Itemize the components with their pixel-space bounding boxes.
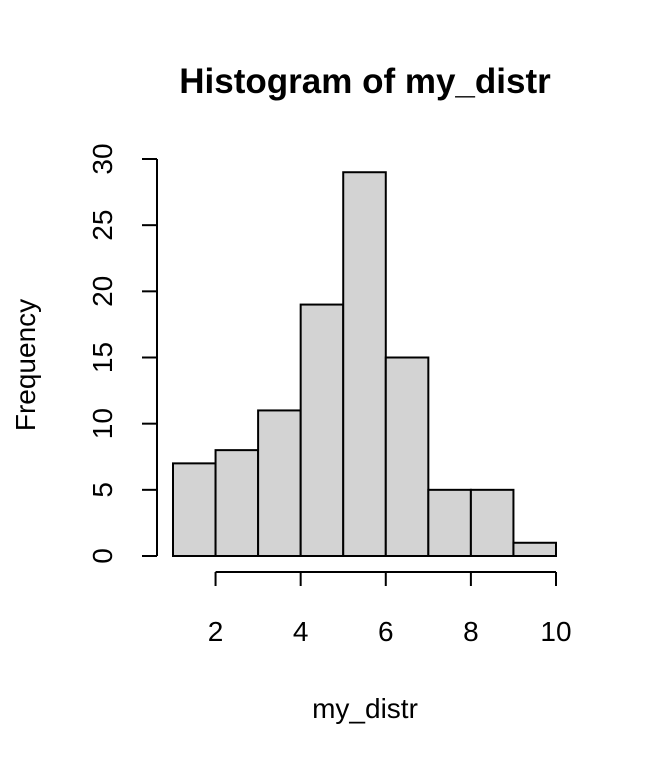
histogram-bars — [172, 171, 558, 558]
y-tick-label-20: 20 — [87, 276, 118, 307]
x-axis-label: my_distr — [312, 693, 418, 724]
x-tick-label-4: 4 — [293, 616, 309, 647]
histogram-bar-2 — [214, 449, 260, 557]
histogram-bar-6 — [384, 356, 430, 557]
x-tick-label-8: 8 — [463, 616, 479, 647]
y-tick-label-10: 10 — [87, 408, 118, 439]
histogram-bar-3 — [257, 409, 302, 557]
y-axis: 0 5 10 15 20 25 30 — [87, 143, 158, 564]
histogram-bar-7 — [427, 488, 472, 558]
y-tick-label-5: 5 — [87, 482, 118, 498]
y-tick-label-30: 30 — [87, 143, 118, 174]
y-tick-label-0: 0 — [87, 548, 118, 564]
histogram-bar-4 — [299, 303, 345, 558]
x-tick-label-2: 2 — [208, 616, 224, 647]
x-tick-label-10: 10 — [540, 616, 571, 647]
y-tick-label-25: 25 — [87, 210, 118, 241]
y-axis-label: Frequency — [10, 299, 41, 431]
histogram-bar-1 — [172, 462, 217, 557]
x-tick-label-6: 6 — [378, 616, 394, 647]
chart-title: Histogram of my_distr — [179, 62, 551, 101]
histogram-bar-9 — [512, 541, 558, 557]
histogram-bar-5 — [342, 171, 387, 557]
histogram-bar-8 — [469, 488, 515, 558]
x-axis: 2 4 6 8 10 — [208, 571, 572, 647]
y-tick-label-15: 15 — [87, 342, 118, 373]
